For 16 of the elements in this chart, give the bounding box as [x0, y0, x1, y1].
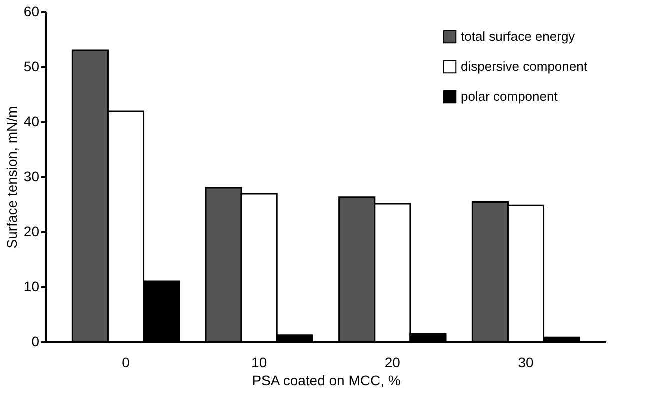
legend-label: total surface energy — [461, 29, 576, 44]
x-tick-label: 10 — [252, 354, 268, 370]
legend-label: polar component — [461, 89, 558, 104]
x-tick-label: 20 — [384, 354, 401, 370]
y-tick-label: 50 — [24, 58, 40, 74]
x-tick-label: 0 — [122, 354, 130, 370]
legend-label: dispersive component — [461, 59, 588, 74]
x-axis-title: PSA coated on MCC, % — [252, 372, 401, 388]
y-tick-label: 40 — [24, 114, 40, 130]
y-tick-label: 30 — [24, 168, 40, 184]
y-tick-label: 10 — [24, 278, 40, 294]
y-axis-title: Surface tension, mN/m — [4, 106, 20, 249]
y-tick-label: 60 — [24, 4, 40, 20]
x-tick-label: 30 — [518, 354, 534, 370]
y-tick-label: 0 — [32, 334, 40, 350]
y-tick-label: 20 — [24, 224, 40, 240]
